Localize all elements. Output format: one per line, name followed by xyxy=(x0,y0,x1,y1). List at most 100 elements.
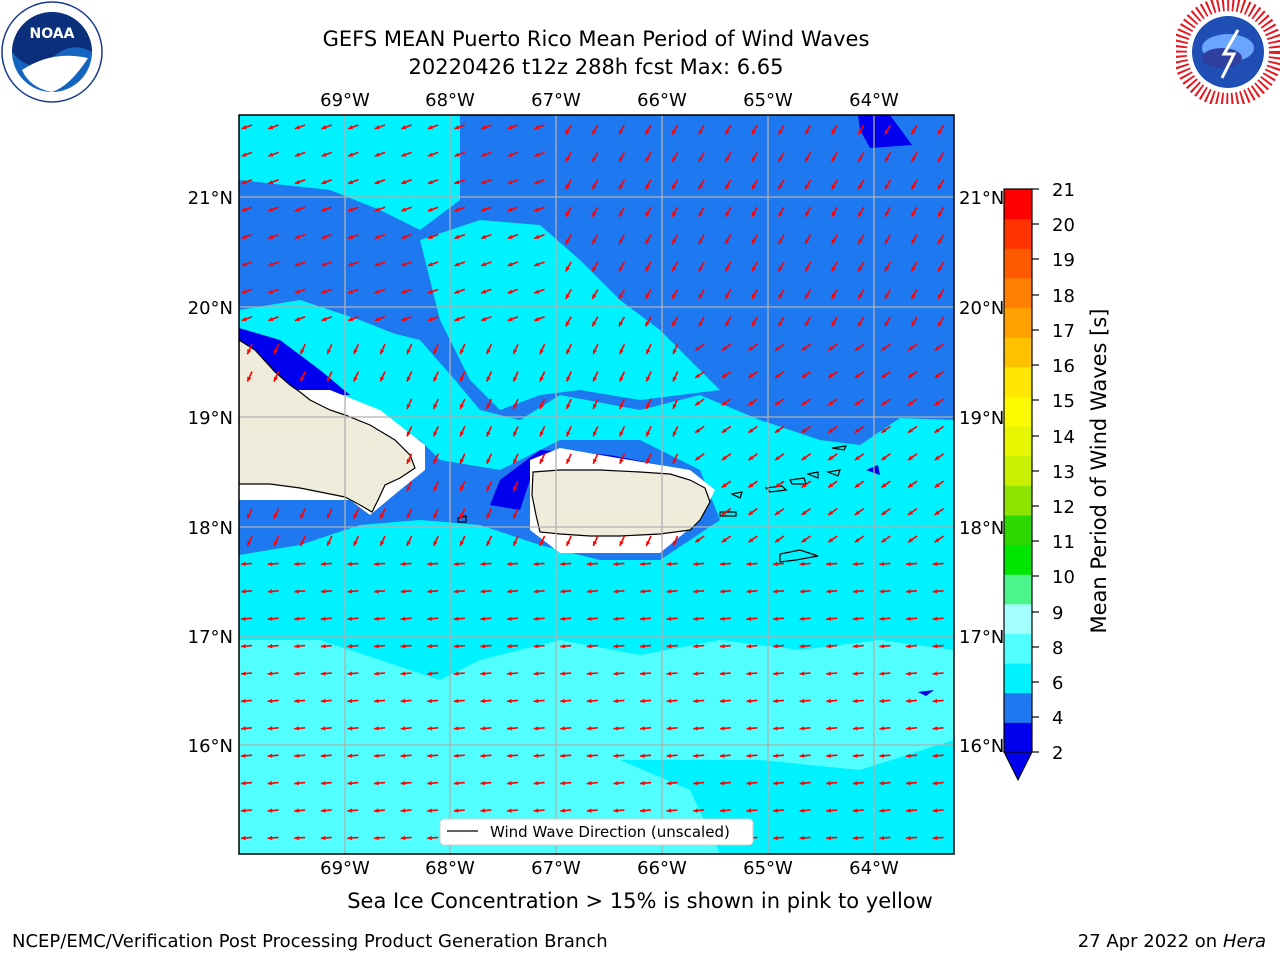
wind-arrow-head xyxy=(831,239,836,245)
wind-arrow xyxy=(240,672,253,675)
wind-arrow-head xyxy=(400,671,406,676)
wind-arrow-head xyxy=(934,483,940,488)
wind-arrow-head xyxy=(693,726,698,731)
wind-arrow xyxy=(799,590,811,593)
wind-arrow xyxy=(406,453,413,465)
wind-arrow xyxy=(246,371,253,382)
wind-arrow-head xyxy=(353,349,358,355)
wind-arrow-head xyxy=(592,239,597,245)
wind-arrow-head xyxy=(374,179,380,185)
wind-arrow xyxy=(240,644,253,648)
wind-arrow xyxy=(724,151,732,163)
wind-arrow xyxy=(854,343,865,352)
wind-arrow xyxy=(560,781,572,785)
wind-arrow-head xyxy=(907,373,913,378)
wind-arrow-head xyxy=(374,589,379,594)
wind-arrow xyxy=(379,371,386,382)
wind-arrow xyxy=(321,151,333,157)
lat-label-right: 16°N xyxy=(959,736,1004,757)
wind-arrow-head xyxy=(618,293,624,299)
wind-arrow-head xyxy=(858,156,863,162)
wind-arrow-head xyxy=(858,239,863,245)
colorbar-tick-label: 17 xyxy=(1052,321,1075,342)
wind-arrow xyxy=(373,754,386,757)
wind-arrow xyxy=(591,288,599,300)
wind-arrow xyxy=(777,261,785,272)
wind-arrow-head xyxy=(268,234,274,239)
wind-arrow xyxy=(326,371,333,382)
wind-arrow xyxy=(721,370,732,379)
wind-arrow xyxy=(719,590,731,593)
wind-arrow-head xyxy=(241,561,246,567)
wind-arrow xyxy=(533,727,545,730)
wind-arrow xyxy=(453,672,465,675)
wind-arrow-head xyxy=(480,561,486,567)
wind-arrow-head xyxy=(348,289,354,294)
wind-arrow-head xyxy=(480,726,486,731)
wind-arrow xyxy=(645,398,652,410)
wind-arrow xyxy=(299,371,306,382)
wind-arrow-head xyxy=(267,561,273,567)
wind-arrow xyxy=(533,590,545,593)
wind-arrow-head xyxy=(801,373,807,378)
colorbar-tick-label: 6 xyxy=(1052,673,1063,694)
wind-arrow-head xyxy=(534,316,540,322)
wind-arrow xyxy=(267,261,279,267)
wind-arrow-head xyxy=(453,561,459,567)
wind-arrow-head xyxy=(294,179,300,185)
wind-arrow-head xyxy=(321,207,327,212)
wind-arrow xyxy=(854,480,865,489)
wind-arrow xyxy=(533,562,545,566)
wind-arrow-head xyxy=(774,400,780,406)
wind-arrow xyxy=(672,426,679,437)
wind-arrow-head xyxy=(347,726,353,731)
wind-arrow-head xyxy=(646,431,651,437)
wind-arrow-head xyxy=(481,207,487,212)
wind-arrow xyxy=(486,426,493,437)
lat-label-left: 20°N xyxy=(188,298,233,319)
wind-arrow-head xyxy=(592,129,597,135)
wind-arrow xyxy=(507,151,519,157)
wind-arrow xyxy=(294,288,306,294)
wind-arrow-head xyxy=(453,671,459,676)
wind-arrow xyxy=(884,151,892,163)
wave-period-field-4-6 xyxy=(239,115,954,854)
wind-arrow xyxy=(321,124,333,130)
wind-arrow xyxy=(241,233,253,240)
wind-arrow-head xyxy=(911,293,916,299)
wind-arrow-head xyxy=(513,376,518,382)
wind-arrow-head xyxy=(566,403,571,409)
wind-arrow-head xyxy=(453,780,459,786)
latitude-labels: 21°N 21°N 20°N 20°N 19°N 19°N 18°N 18°N 17°N 17°N… xyxy=(188,188,1005,757)
wind-arrow xyxy=(672,453,679,465)
wind-arrow xyxy=(879,644,891,648)
wind-arrow xyxy=(801,507,812,516)
wind-arrow-head xyxy=(746,753,752,758)
wind-arrow xyxy=(480,316,492,322)
wind-arrow-head xyxy=(774,537,780,543)
wind-arrow xyxy=(427,672,439,675)
wind-arrow xyxy=(480,124,492,130)
wind-arrow xyxy=(618,179,626,190)
wind-arrow-head xyxy=(454,207,460,212)
wind-arrow-head xyxy=(400,698,406,704)
wind-arrow xyxy=(347,836,359,840)
wind-arrow xyxy=(932,836,944,840)
colorbar: 21 20 19 18 17 16 15 14 13 12 11 10 9 8 6 4 2 xyxy=(1003,180,1075,782)
wind-arrow-head xyxy=(773,561,778,567)
colorbar-frame xyxy=(1003,188,1033,753)
wind-arrow xyxy=(613,617,625,620)
wind-arrow xyxy=(719,836,731,840)
wind-arrow xyxy=(267,179,279,185)
wind-arrow xyxy=(879,699,891,703)
wind-arrow-head xyxy=(480,753,486,758)
wind-arrow-head xyxy=(348,207,354,212)
wind-arrow-head xyxy=(854,400,860,406)
wind-arrow xyxy=(321,316,333,322)
wind-arrow-head xyxy=(828,400,834,406)
wind-arrow-head xyxy=(672,184,677,190)
wind-arrow xyxy=(560,754,572,757)
wind-arrow xyxy=(353,508,360,519)
wind-arrow xyxy=(932,590,944,593)
wind-arrow xyxy=(694,370,705,379)
